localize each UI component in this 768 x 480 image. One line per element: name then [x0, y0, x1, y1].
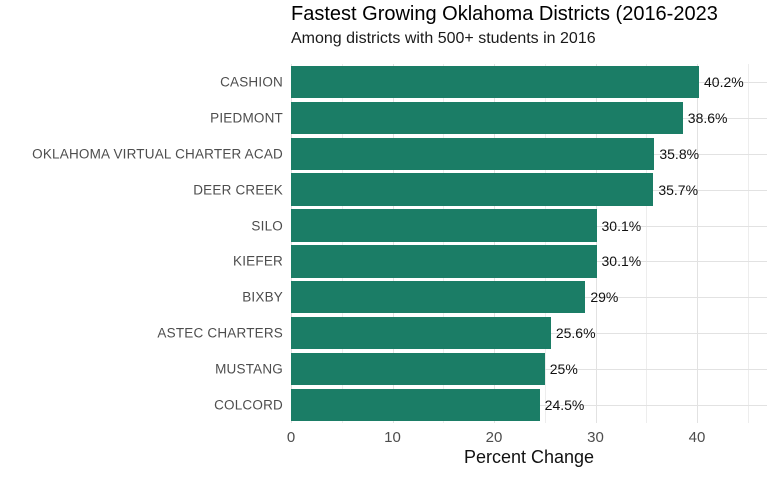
bar-value-label: 29%	[590, 289, 619, 306]
bar-value-label: 38.6%	[687, 109, 728, 126]
bar	[291, 388, 540, 422]
major-gridline	[392, 64, 394, 423]
x-tick-label: 20	[485, 429, 503, 446]
chart-title: Fastest Growing Oklahoma Districts (2016…	[291, 3, 718, 25]
minor-gridline	[544, 64, 546, 423]
bar-value-label: 30.1%	[601, 217, 642, 234]
category-label: MUSTANG	[215, 361, 283, 377]
bar	[291, 173, 654, 206]
bar-value-label: 30.1%	[601, 253, 642, 270]
category-label: CASHION	[220, 74, 283, 90]
bar	[291, 317, 551, 350]
minor-gridline	[747, 64, 749, 423]
major-gridline	[697, 64, 698, 423]
plot-panel: 40.2% 38.6% 35.8% 35.7% 30.1% 30.1% 29% 25.6% 25…	[291, 64, 767, 423]
chart-subtitle: Among districts with 500+ students in 20…	[291, 30, 596, 47]
category-label: ASTEC CHARTERS	[157, 325, 283, 341]
major-gridline	[494, 64, 495, 423]
category-label: BIXBY	[242, 289, 283, 305]
bar	[291, 245, 597, 278]
major-gridline	[291, 64, 292, 423]
bar-value-label: 25%	[549, 361, 578, 378]
category-label: COLCORD	[214, 397, 283, 413]
major-gridline	[595, 64, 597, 423]
x-tick-label: 0	[286, 429, 296, 446]
bar	[291, 281, 586, 314]
bar	[291, 209, 597, 242]
minor-gridline	[443, 64, 445, 423]
category-label: SILO	[251, 218, 283, 234]
x-tick-label: 30	[587, 429, 604, 446]
bar	[291, 65, 700, 99]
category-label: PIEDMONT	[210, 110, 283, 126]
bar-value-label: 35.8%	[659, 145, 700, 162]
bar	[291, 137, 655, 170]
bar-value-label: 25.6%	[555, 325, 596, 342]
category-label: KIEFER	[233, 253, 283, 269]
bar	[291, 101, 683, 134]
bar-value-label: 24.5%	[544, 397, 585, 414]
category-label: OKLAHOMA VIRTUAL CHARTER ACAD	[32, 146, 283, 162]
x-tick-label: 40	[688, 429, 706, 446]
x-tick-label: 10	[384, 429, 401, 446]
bar	[291, 352, 545, 386]
minor-gridline	[646, 64, 648, 423]
x-axis-title: Percent Change	[463, 447, 595, 467]
bar-value-label: 35.7%	[658, 181, 699, 198]
bar-value-label: 40.2%	[704, 73, 744, 90]
category-label: DEER CREEK	[193, 182, 283, 198]
minor-gridline	[341, 64, 343, 423]
